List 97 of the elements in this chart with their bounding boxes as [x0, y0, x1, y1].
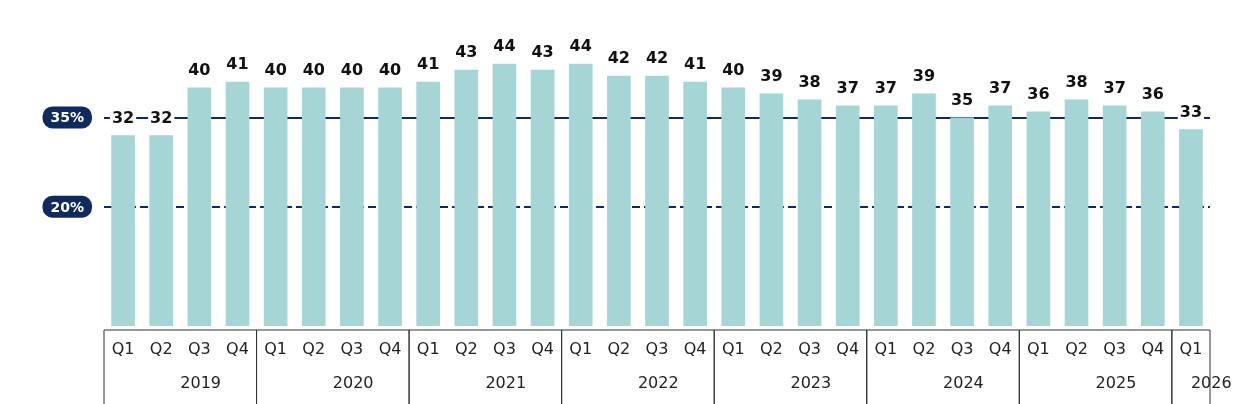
x-tick-label: Q3: [1103, 338, 1127, 358]
data-label: 40: [302, 60, 325, 80]
x-tick-label: Q1: [569, 338, 593, 358]
text: 2020: [332, 372, 374, 392]
data-label: 37: [1103, 77, 1126, 97]
x-tick-label: Q2: [302, 338, 326, 358]
bar: [149, 135, 174, 326]
x-tick-label: Q2: [912, 338, 936, 358]
bar: [187, 87, 212, 326]
x-tick-label: Q3: [798, 338, 821, 358]
data-label: 41: [417, 54, 440, 74]
bar: [721, 87, 746, 326]
data-label: 36: [1141, 83, 1164, 103]
data-label: 43: [531, 42, 554, 62]
data-label: 41: [684, 54, 707, 74]
x-tick-label: Q4: [378, 338, 402, 358]
bar: [1179, 129, 1203, 326]
data-label: 41: [226, 54, 249, 74]
x-tick-label: Q1: [111, 338, 135, 358]
bar: [874, 105, 898, 326]
bar: [568, 63, 593, 326]
x-tick-label: Q2: [454, 338, 478, 358]
ref-line-label: 35%: [50, 109, 84, 126]
x-tick-label: Q4: [683, 338, 707, 358]
text: 2025: [1095, 372, 1137, 392]
data-label: 42: [645, 48, 669, 68]
bar: [225, 81, 250, 326]
text: 2022: [637, 372, 679, 392]
text: 2026: [1190, 372, 1232, 392]
data-label: 37: [874, 77, 897, 97]
data-label: 32: [150, 107, 173, 127]
bar: [416, 81, 440, 326]
x-tick-label: Q4: [226, 338, 249, 358]
data-label: 40: [340, 60, 364, 80]
x-tick-label: Q3: [493, 338, 516, 358]
ref-line-label: 20%: [50, 198, 84, 215]
x-tick-label: Q1: [416, 338, 440, 358]
x-tick-label: Q4: [531, 338, 554, 358]
bar: [759, 93, 784, 326]
data-label: 40: [188, 60, 211, 80]
bar: [835, 105, 860, 326]
data-label: 39: [760, 66, 783, 86]
x-tick-label: Q4: [1141, 338, 1165, 358]
data-label: 35: [950, 89, 974, 109]
bar: [111, 135, 135, 326]
data-label: 44: [493, 36, 516, 56]
data-label: 38: [1065, 72, 1088, 92]
bar: [454, 69, 479, 326]
bar: [988, 105, 1013, 326]
text: 2019: [180, 372, 221, 392]
data-label: 32: [111, 107, 135, 127]
x-tick-label: Q1: [1179, 338, 1203, 358]
data-label: 40: [378, 60, 402, 80]
x-tick-label: Q2: [1065, 338, 1088, 358]
data-label: 40: [264, 60, 287, 80]
x-tick-label: Q2: [760, 338, 783, 358]
bar: [340, 87, 364, 326]
bar: [950, 117, 974, 326]
data-label: 44: [569, 36, 592, 56]
data-label: 40: [722, 60, 745, 80]
data-label: 38: [798, 72, 821, 92]
bar: [492, 63, 517, 326]
bar: [1026, 111, 1051, 326]
bar: [1064, 99, 1089, 326]
bar: [607, 75, 631, 326]
bar: [1140, 111, 1165, 326]
text: 2024: [943, 372, 984, 392]
x-tick-label: Q3: [340, 338, 364, 358]
data-label: 36: [1027, 83, 1050, 103]
x-tick-label: Q3: [645, 338, 669, 358]
bar: [1102, 105, 1127, 326]
bar: [378, 87, 402, 326]
bar: [263, 87, 288, 326]
data-label: 39: [912, 66, 936, 86]
text: 2023: [790, 372, 832, 392]
x-tick-label: Q4: [988, 338, 1012, 358]
bar: [530, 69, 555, 326]
x-tick-label: Q2: [607, 338, 631, 358]
data-label: 37: [836, 77, 859, 97]
x-tick-label: Q2: [149, 338, 173, 358]
x-tick-label: Q1: [264, 338, 288, 358]
bar: [797, 99, 822, 326]
x-tick-label: Q3: [187, 338, 211, 358]
data-label: 43: [455, 42, 478, 62]
x-tick-label: Q1: [874, 338, 898, 358]
text: 2021: [485, 372, 527, 392]
x-tick-label: Q1: [721, 338, 745, 358]
bar: [912, 93, 936, 326]
x-tick-label: Q3: [950, 338, 974, 358]
x-tick-label: Q1: [1026, 338, 1050, 358]
bar: [683, 81, 707, 326]
data-label: 42: [607, 48, 630, 68]
data-label: 33: [1179, 101, 1203, 121]
data-label: 37: [989, 77, 1012, 97]
x-tick-label: Q4: [836, 338, 860, 358]
bar: [645, 75, 669, 326]
bar: [301, 87, 326, 326]
